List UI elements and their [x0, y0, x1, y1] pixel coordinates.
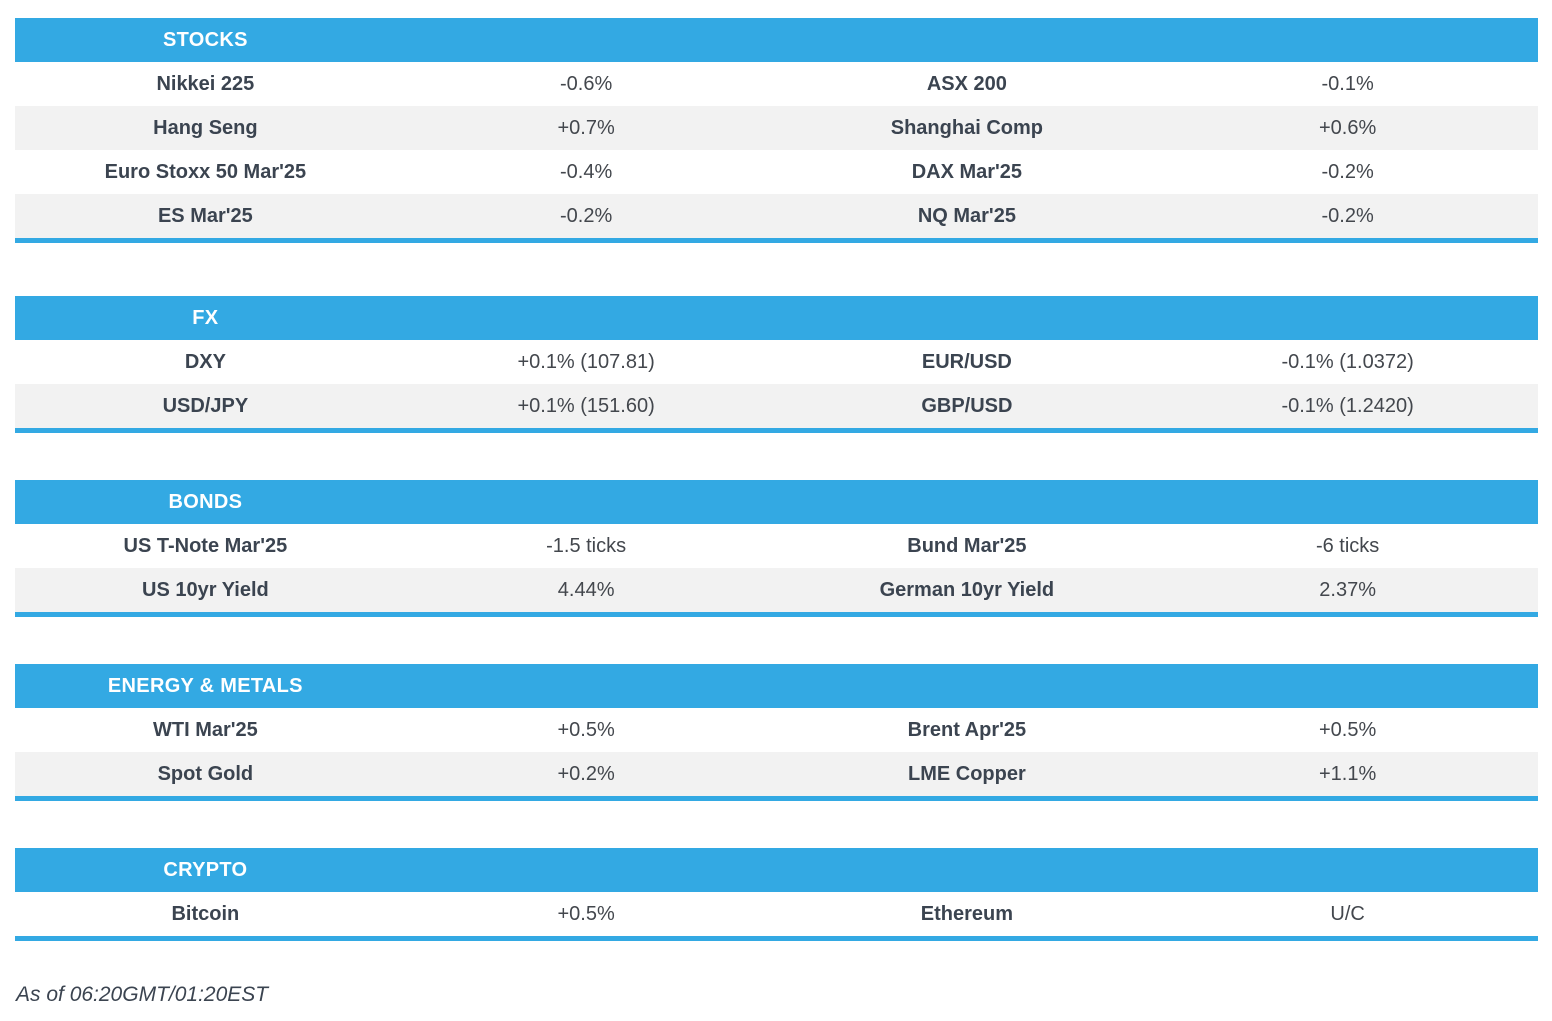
section-title: BONDS [168, 490, 243, 513]
section-header: BONDS [15, 480, 1538, 524]
instrument-label: Euro Stoxx 50 Mar'25 [104, 160, 307, 183]
section-underline [15, 238, 1538, 243]
instrument-value: -0.1% [1321, 72, 1374, 95]
instrument-value: +0.1% (151.60) [517, 394, 655, 417]
instrument-value: -0.1% (1.0372) [1281, 350, 1414, 373]
instrument-label: Spot Gold [157, 762, 254, 785]
section-title: CRYPTO [163, 858, 248, 881]
instrument-value: +0.7% [557, 116, 615, 139]
instrument-value: +1.1% [1318, 762, 1377, 785]
section-title: FX [192, 306, 219, 329]
instrument-value: +0.1% (107.81) [517, 350, 655, 373]
market-wrap-table: STOCKS Nikkei 225 -0.6% ASX 200 -0.1% Hang Se… [15, 18, 1538, 988]
market-row: WTI Mar'25 +0.5% Brent Apr'25 +0.5% [15, 708, 1538, 752]
section-header: ENERGY & METALS [15, 664, 1538, 708]
instrument-value: -0.2% [1321, 160, 1374, 183]
instrument-label: German 10yr Yield [879, 578, 1055, 601]
instrument-value: -6 ticks [1315, 534, 1380, 557]
market-row: Hang Seng +0.7% Shanghai Comp +0.6% [15, 106, 1538, 150]
section-crypto: CRYPTO Bitcoin +0.5% Ethereum U/C [15, 848, 1538, 941]
instrument-value: -0.1% (1.2420) [1281, 394, 1414, 417]
instrument-value: -0.4% [560, 160, 613, 183]
instrument-label: Bund Mar'25 [907, 534, 1027, 557]
section-bonds: BONDS US T-Note Mar'25 -1.5 ticks Bund Mar'… [15, 480, 1538, 617]
instrument-value: 4.44% [557, 578, 615, 601]
instrument-value: -0.2% [1321, 204, 1374, 227]
instrument-value: -0.6% [560, 72, 613, 95]
instrument-label: USD/JPY [162, 394, 249, 417]
instrument-label: Hang Seng [153, 116, 258, 139]
section-energy-metals: ENERGY & METALS WTI Mar'25 +0.5% Brent Apr'… [15, 664, 1538, 801]
section-title: ENERGY & METALS [107, 674, 303, 697]
instrument-label: US T-Note Mar'25 [123, 534, 288, 557]
market-row: US T-Note Mar'25 -1.5 ticks Bund Mar'25 -6 … [15, 524, 1538, 568]
instrument-label: LME Copper [907, 762, 1026, 785]
instrument-label: DAX Mar'25 [911, 160, 1023, 183]
section-header: FX [15, 296, 1538, 340]
instrument-label: WTI Mar'25 [152, 718, 258, 741]
market-row: US 10yr Yield 4.44% German 10yr Yield 2.37% [15, 568, 1538, 612]
section-title: STOCKS [162, 28, 248, 51]
section-fx: FX DXY +0.1% (107.81) EUR/USD -0.1% (1.0372)… [15, 296, 1538, 433]
market-row: DXY +0.1% (107.81) EUR/USD -0.1% (1.0372) [15, 340, 1538, 384]
instrument-label: EUR/USD [921, 350, 1012, 373]
market-row: Bitcoin +0.5% Ethereum U/C [15, 892, 1538, 936]
market-row: Nikkei 225 -0.6% ASX 200 -0.1% [15, 62, 1538, 106]
section-underline [15, 612, 1538, 617]
instrument-value: 2.37% [1319, 578, 1376, 601]
instrument-value: -0.2% [560, 204, 613, 227]
instrument-label: Bitcoin [171, 902, 240, 925]
market-row: ES Mar'25 -0.2% NQ Mar'25 -0.2% [15, 194, 1538, 238]
instrument-label: Ethereum [920, 902, 1013, 925]
instrument-value: +0.5% [557, 718, 615, 741]
instrument-value: +0.6% [1318, 116, 1377, 139]
section-header: CRYPTO [15, 848, 1538, 892]
instrument-label: Shanghai Comp [890, 116, 1043, 139]
market-row: Euro Stoxx 50 Mar'25 -0.4% DAX Mar'25 -0.2% [15, 150, 1538, 194]
section-header: STOCKS [15, 18, 1538, 62]
instrument-label: NQ Mar'25 [917, 204, 1016, 227]
as-of-timestamp: As of 06:20GMT/01:20EST [16, 983, 269, 1006]
instrument-label: US 10yr Yield [142, 578, 269, 601]
section-underline [15, 428, 1538, 433]
instrument-value: U/C [1330, 902, 1365, 925]
instrument-label: Brent Apr'25 [907, 718, 1027, 741]
section-stocks: STOCKS Nikkei 225 -0.6% ASX 200 -0.1% Hang Se… [15, 18, 1538, 243]
market-row: Spot Gold +0.2% LME Copper +1.1% [15, 752, 1538, 796]
instrument-value: -1.5 ticks [546, 534, 627, 557]
instrument-label: ES Mar'25 [157, 204, 253, 227]
instrument-value: +0.2% [557, 762, 615, 785]
section-underline [15, 936, 1538, 941]
instrument-label: GBP/USD [921, 394, 1013, 417]
section-underline [15, 796, 1538, 801]
instrument-label: DXY [184, 350, 226, 373]
instrument-value: +0.5% [557, 902, 615, 925]
instrument-value: +0.5% [1318, 718, 1377, 741]
instrument-label: ASX 200 [926, 72, 1007, 95]
market-row: USD/JPY +0.1% (151.60) GBP/USD -0.1% (1.242… [15, 384, 1538, 428]
instrument-label: Nikkei 225 [156, 72, 255, 95]
